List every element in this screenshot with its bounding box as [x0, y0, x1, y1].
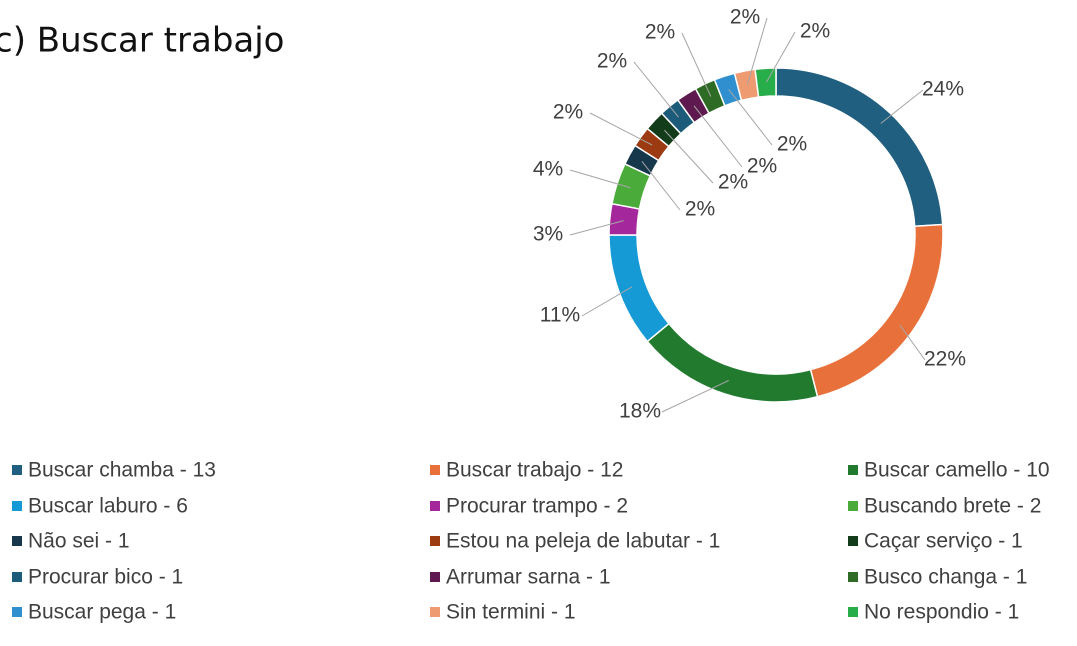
donut-segment	[809, 223, 944, 398]
legend-label: Buscar trabajo - 12	[446, 459, 623, 482]
legend-label: Procurar bico - 1	[28, 566, 183, 589]
leader-line	[581, 286, 633, 317]
chart-title: c) Buscar trabajo	[0, 21, 284, 61]
legend-swatch	[430, 572, 440, 582]
data-label: 2%	[685, 198, 715, 221]
leader-line	[641, 160, 681, 211]
data-label: 2%	[800, 20, 830, 43]
legend-label: Buscar pega - 1	[28, 601, 176, 624]
legend-label: Buscar camello - 10	[864, 459, 1050, 482]
legend-label: Buscar laburo - 6	[28, 495, 188, 518]
leader-line	[664, 129, 714, 184]
data-label: 3%	[533, 223, 563, 246]
legend-label: Procurar trampo - 2	[446, 495, 628, 518]
leader-line	[633, 61, 679, 118]
legend-label: Arrumar sarna - 1	[446, 566, 611, 589]
data-label: 2%	[597, 50, 627, 73]
leader-line	[589, 112, 653, 146]
legend-swatch	[430, 536, 440, 546]
data-label: 2%	[730, 6, 760, 29]
leader-line	[693, 105, 743, 168]
data-label: 4%	[533, 158, 563, 181]
data-label: 18%	[619, 400, 661, 423]
legend-swatch	[12, 572, 22, 582]
leader-line	[899, 324, 926, 361]
donut-segment	[646, 322, 819, 403]
legend-swatch	[848, 572, 858, 582]
legend-label: Buscando brete - 2	[864, 495, 1041, 518]
data-label: 2%	[777, 133, 807, 156]
data-label: 24%	[922, 78, 964, 101]
legend-swatch	[430, 501, 440, 511]
legend-swatch	[12, 536, 22, 546]
legend-label: Estou na peleja de labutar - 1	[446, 530, 720, 553]
data-label: 2%	[645, 21, 675, 44]
legend-swatch	[848, 607, 858, 617]
leader-line	[569, 220, 624, 236]
leader-line	[661, 380, 729, 413]
legend-swatch	[12, 465, 22, 475]
legend-label: Buscar chamba - 13	[28, 459, 216, 482]
leader-line	[765, 31, 796, 83]
leader-line	[746, 17, 768, 85]
legend-label: Não sei - 1	[28, 530, 130, 553]
legend-swatch	[12, 501, 22, 511]
legend-swatch	[12, 607, 22, 617]
legend-label: Sin termini - 1	[446, 601, 576, 624]
data-label: 2%	[553, 101, 583, 124]
legend-swatch	[848, 536, 858, 546]
data-label: 2%	[747, 155, 777, 178]
legend-label: Busco changa - 1	[864, 566, 1027, 589]
donut-segment	[608, 234, 670, 343]
donut-segment	[754, 67, 777, 98]
legend-swatch	[848, 501, 858, 511]
legend-swatch	[430, 465, 440, 475]
leader-line	[880, 89, 924, 124]
leader-line	[728, 89, 773, 146]
leader-line	[681, 32, 712, 97]
data-label: 2%	[718, 171, 748, 194]
legend-label: No respondio - 1	[864, 601, 1019, 624]
data-label: 11%	[540, 304, 580, 327]
legend-swatch	[848, 465, 858, 475]
legend-label: Caçar serviço - 1	[864, 530, 1023, 553]
data-label: 22%	[924, 348, 966, 371]
leader-line	[569, 169, 631, 189]
legend-swatch	[430, 607, 440, 617]
